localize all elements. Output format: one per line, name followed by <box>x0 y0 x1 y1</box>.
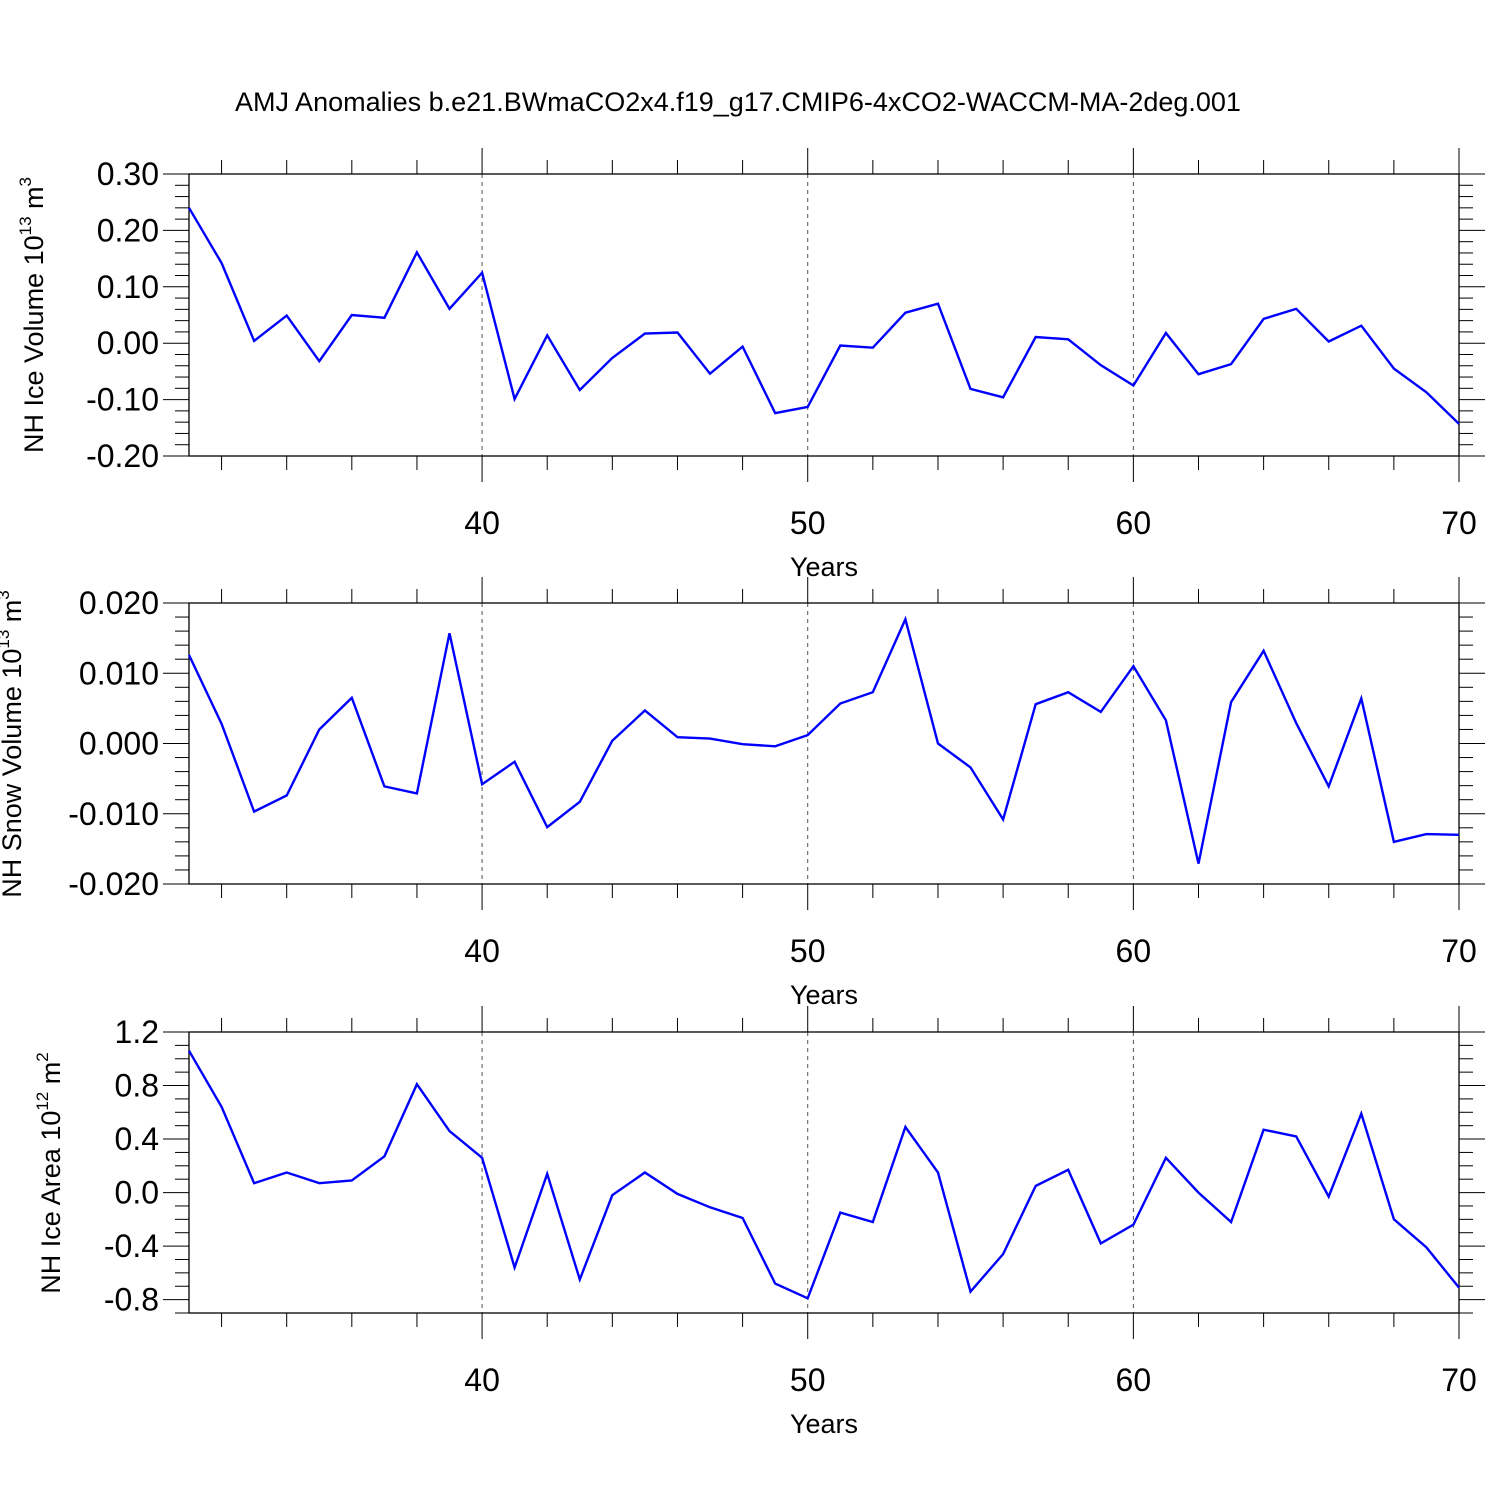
y-tick-label: 0.20 <box>97 212 159 248</box>
y-axis-label: NH Ice Volume 1013 m3 <box>16 177 49 453</box>
plot-frame <box>188 602 1460 885</box>
x-axis-label: Years <box>790 552 858 582</box>
ice-area-panel: -0.8 -0.4 0.0 0.4 0.8 1.2 40 50 60 70 Years NH Ice … <box>33 1006 1485 1439</box>
x-tick-label: 60 <box>1116 505 1152 541</box>
snow-volume-panel: -0.020 -0.010 0.000 0.010 0.020 40 50 60 70 Years… <box>0 577 1485 1010</box>
x-tick-label: 40 <box>464 933 500 969</box>
x-axis-label: Years <box>790 980 858 1010</box>
series-line <box>187 1050 1460 1300</box>
x-tick-label: 40 <box>464 1362 500 1398</box>
x-tick-label: 60 <box>1116 1362 1152 1398</box>
y-tick-label: 0.020 <box>79 585 159 621</box>
x-tick-label: 70 <box>1441 933 1477 969</box>
y-tick-label: 0.4 <box>115 1121 159 1157</box>
plot-frame <box>188 173 1460 457</box>
figure-title: AMJ Anomalies b.e21.BWmaCO2x4.f19_g17.CM… <box>235 87 1241 117</box>
plot-frame <box>188 1031 1460 1314</box>
y-tick-label: -0.4 <box>104 1228 159 1264</box>
y-tick-label: -0.8 <box>104 1282 159 1318</box>
x-tick-label: 60 <box>1116 933 1152 969</box>
x-tick-label: 40 <box>464 505 500 541</box>
y-tick-label: -0.10 <box>86 382 159 418</box>
y-tick-label: 0.10 <box>97 269 159 305</box>
y-tick-label: 0.30 <box>97 156 159 192</box>
series-line <box>187 207 1460 425</box>
y-tick-label: -0.020 <box>68 866 159 902</box>
x-tick-label: 50 <box>790 505 826 541</box>
y-tick-label: -0.20 <box>86 438 159 474</box>
y-axis-label: NH Ice Area 1012 m2 <box>33 1052 66 1293</box>
y-tick-label: 0.8 <box>115 1068 159 1104</box>
x-tick-label: 70 <box>1441 1362 1477 1398</box>
x-tick-label: 50 <box>790 933 826 969</box>
y-tick-label: 1.2 <box>115 1014 159 1050</box>
ice-volume-panel: -0.20 -0.10 0.00 0.10 0.20 0.30 40 50 60 70 Years N… <box>16 148 1485 582</box>
y-axis-label: NH Snow Volume 1013 m3 <box>0 590 27 898</box>
x-tick-label: 50 <box>790 1362 826 1398</box>
y-tick-label: 0.010 <box>79 655 159 691</box>
series-line <box>187 615 1460 864</box>
y-tick-label: 0.0 <box>115 1175 159 1211</box>
y-tick-label: 0.000 <box>79 726 159 762</box>
y-tick-label: 0.00 <box>97 325 159 361</box>
x-axis-label: Years <box>790 1409 858 1439</box>
y-tick-label: -0.010 <box>68 796 159 832</box>
x-tick-label: 70 <box>1441 505 1477 541</box>
